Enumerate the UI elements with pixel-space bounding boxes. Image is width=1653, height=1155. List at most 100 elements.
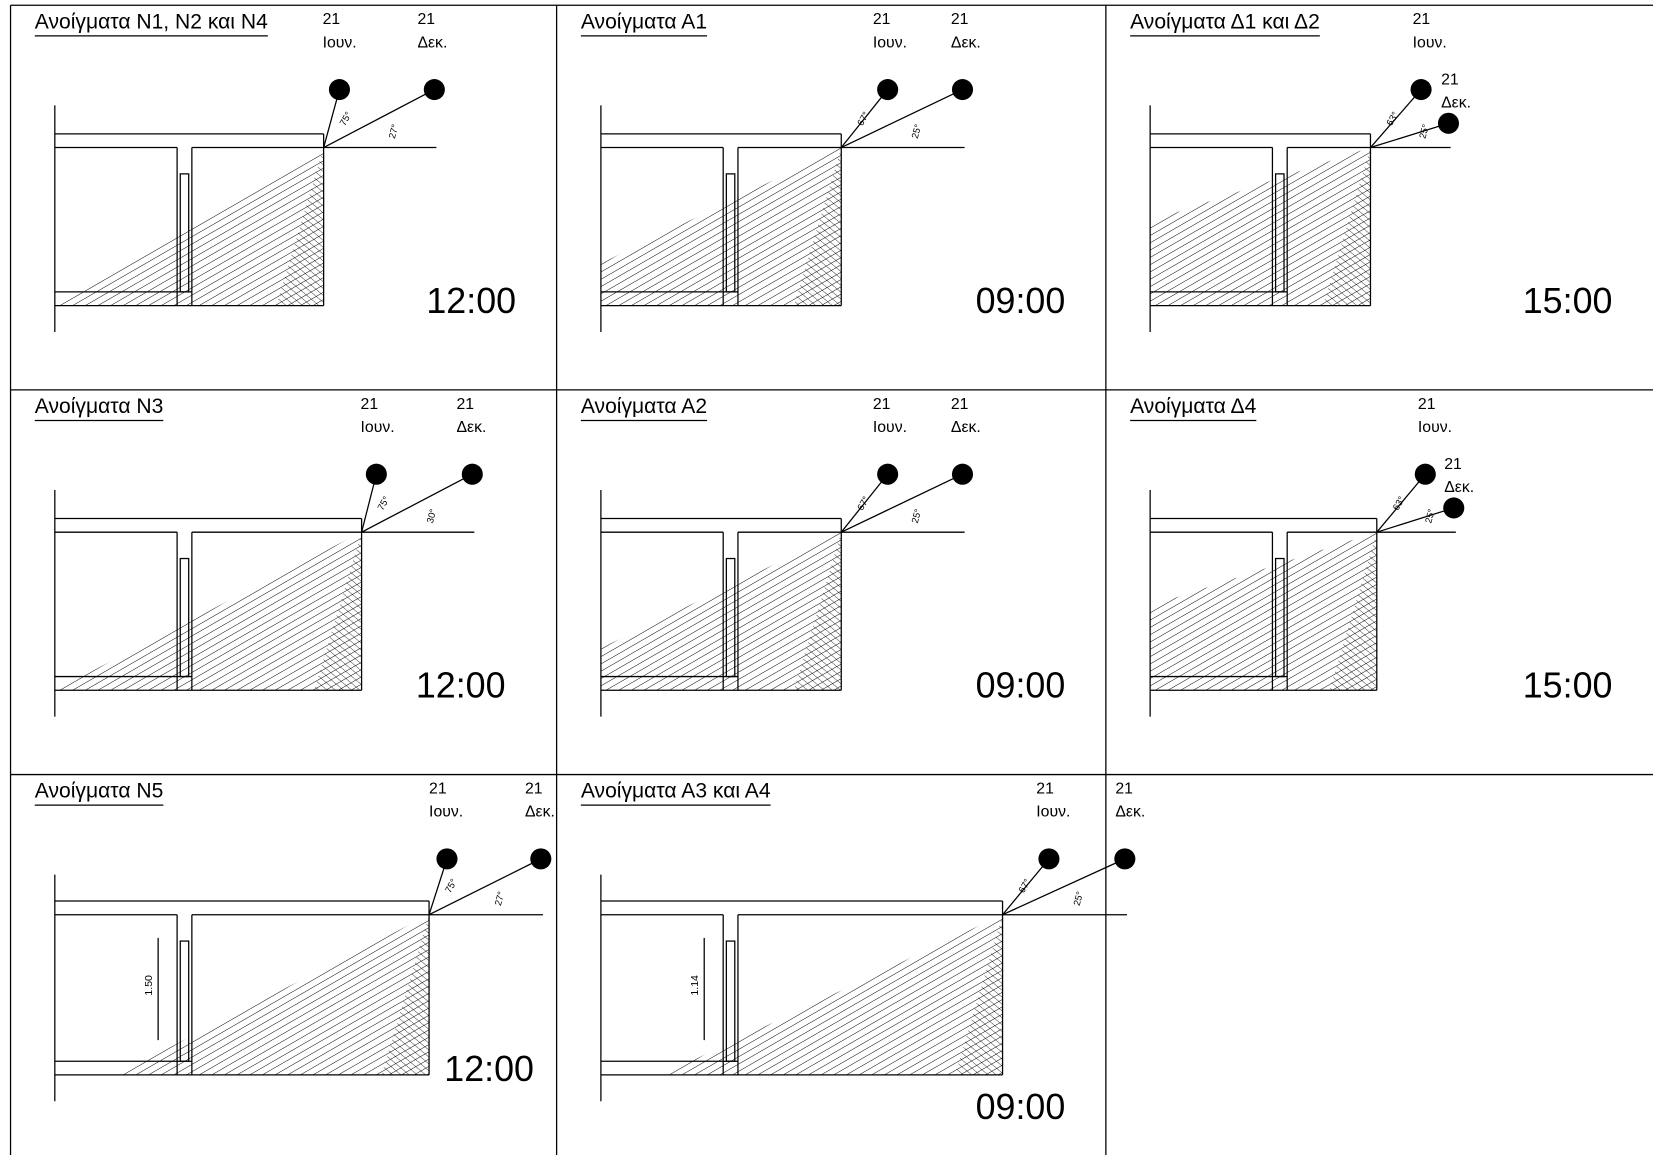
panel-title: Ανοίγματα Α2	[581, 395, 707, 418]
dimension-label: 1.14	[689, 975, 701, 996]
time-label: 12:00	[416, 666, 506, 706]
sun	[1038, 848, 1060, 870]
panel-title: Ανοίγματα Ν5	[35, 780, 164, 803]
winter-day: 21	[1444, 456, 1462, 473]
summer-month: Ιουν.	[361, 419, 395, 436]
sun	[877, 463, 899, 485]
sun	[1443, 497, 1465, 519]
panel: 63° 25° Ανοίγματα Δ1 και Δ2 21 Ιουν. 21 Δεκ. 15…	[1130, 10, 1612, 332]
sun-ray	[1370, 122, 1449, 149]
angle-label: 25°	[910, 123, 924, 140]
winter-month: Δεκ.	[525, 804, 555, 821]
winter-day: 21	[417, 11, 435, 28]
sun-ray	[840, 89, 889, 148]
sun-ray	[1376, 507, 1454, 533]
panel-title: Ανοίγματα Ν1, Ν2 και Ν4	[35, 10, 268, 33]
sun	[328, 79, 350, 101]
winter-month: Δεκ.	[456, 419, 486, 436]
winter-month: Δεκ.	[1441, 94, 1471, 111]
sun	[423, 79, 445, 101]
panel: 75° 27° Ανοίγματα Ν5 21 Ιουν. 21 Δεκ. 12:00 1.50	[35, 780, 555, 1102]
summer-day: 21	[1036, 781, 1054, 798]
winter-month: Δεκ.	[417, 34, 447, 51]
sun-ray	[1369, 89, 1422, 148]
time-label: 09:00	[976, 1087, 1066, 1127]
sun-ray	[840, 473, 963, 533]
sun-ray	[1002, 858, 1050, 916]
summer-month: Ιουν.	[1418, 419, 1452, 436]
time-label: 15:00	[1523, 281, 1613, 321]
winter-day: 21	[951, 396, 969, 413]
summer-month: Ιουν.	[873, 34, 907, 51]
shade-area	[54, 532, 362, 691]
panel-title: Ανοίγματα Δ1 και Δ2	[1130, 10, 1320, 33]
winter-month: Δεκ.	[951, 34, 981, 51]
sun	[951, 79, 974, 101]
sun-ray	[428, 858, 542, 916]
winter-month: Δεκ.	[1115, 804, 1145, 821]
time-label: 09:00	[976, 281, 1066, 321]
time-label: 09:00	[976, 666, 1066, 706]
dimension-label: 1.50	[143, 975, 155, 996]
winter-day: 21	[1441, 71, 1459, 88]
angle-label: 63°	[1385, 110, 1402, 128]
summer-day: 21	[873, 11, 891, 28]
sun-ray	[1376, 473, 1426, 533]
winter-day: 21	[525, 781, 543, 798]
summer-day: 21	[361, 396, 379, 413]
angle-label: 25°	[910, 508, 924, 525]
sun-ray	[323, 89, 435, 149]
summer-day: 21	[323, 11, 341, 28]
winter-month: Δεκ.	[951, 419, 981, 436]
winter-day: 21	[1115, 781, 1133, 798]
summer-month: Ιουν.	[1036, 804, 1070, 821]
panel: 75° 27° Ανοίγματα Ν1, Ν2 και Ν4 21 Ιουν. 21 Δε…	[35, 10, 516, 332]
shade-area	[1329, 532, 1377, 691]
sun	[951, 463, 974, 485]
summer-month: Ιουν.	[873, 419, 907, 436]
angle-label: 30°	[425, 508, 439, 525]
shade-area	[955, 914, 1003, 1075]
summer-month: Ιουν.	[429, 804, 463, 821]
shade-area	[1323, 147, 1371, 306]
panel-title: Ανοίγματα Α1	[581, 10, 707, 33]
panel-title: Ανοίγματα Ν3	[35, 395, 164, 418]
sun	[436, 848, 458, 870]
angle-label: 25°	[1418, 123, 1432, 140]
shade-area	[381, 914, 430, 1075]
time-label: 12:00	[444, 1049, 534, 1089]
shade-area	[1150, 147, 1371, 306]
panel: 75° 30° Ανοίγματα Ν3 21 Ιουν. 21 Δεκ. 12:00	[35, 395, 506, 717]
shade-area	[600, 532, 842, 691]
shade-area	[662, 914, 1003, 1075]
shade-area	[1150, 532, 1377, 691]
summer-month: Ιουν.	[323, 34, 357, 51]
winter-day: 21	[951, 11, 969, 28]
sun	[461, 463, 483, 485]
summer-day: 21	[873, 396, 891, 413]
panel-title: Ανοίγματα Α3 και Α4	[581, 780, 771, 803]
sun-ray	[840, 89, 963, 149]
angle-label: 25°	[1072, 890, 1086, 907]
sun	[877, 79, 899, 101]
time-label: 12:00	[426, 281, 516, 321]
sun	[1410, 79, 1432, 101]
shade-area	[115, 914, 430, 1075]
sun	[1414, 463, 1436, 485]
sun	[1114, 848, 1136, 870]
angle-label: 75°	[376, 495, 393, 513]
summer-day: 21	[1418, 396, 1436, 413]
angle-label: 27°	[387, 123, 401, 140]
angle-label: 27°	[493, 890, 507, 907]
angle-label: 75°	[338, 110, 355, 128]
panel: 67°25°Ανοίγματα Α3 και Α4 21Ιουν.21Δεκ.09…	[580, 780, 1145, 1127]
sun-ray	[840, 473, 889, 533]
shade-area	[600, 147, 842, 306]
winter-day: 21	[456, 396, 474, 413]
time-label: 15:00	[1523, 666, 1613, 706]
sun-ray	[1002, 858, 1126, 916]
